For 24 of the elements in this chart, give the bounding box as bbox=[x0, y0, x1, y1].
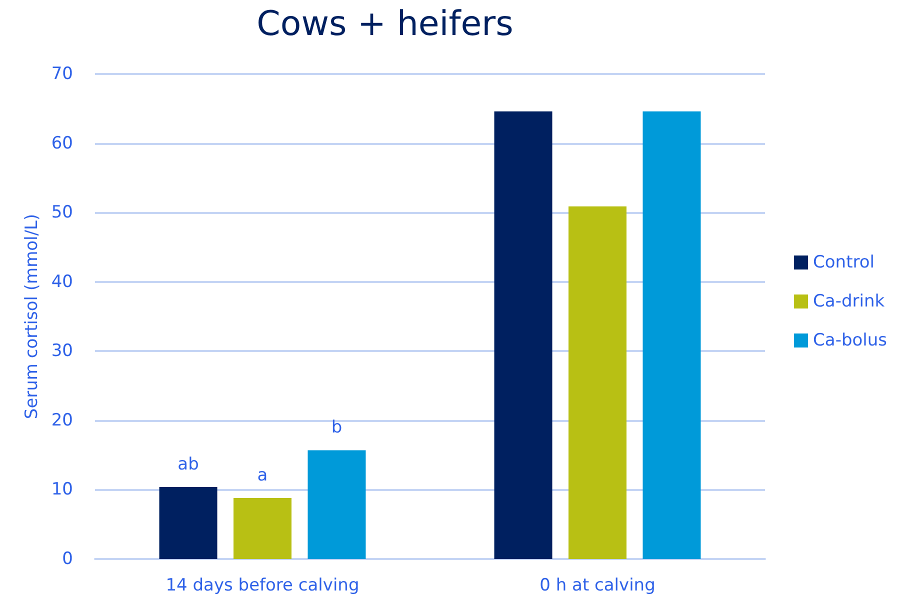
data-label: b bbox=[331, 418, 342, 438]
bar bbox=[642, 111, 701, 559]
y-tick-label: 70 bbox=[51, 64, 73, 84]
x-tick-label: 14 days before calving bbox=[166, 576, 360, 596]
bar bbox=[308, 450, 366, 559]
bar bbox=[494, 111, 552, 559]
y-tick-label: 40 bbox=[51, 272, 73, 292]
x-tick-label: 0 h at calving bbox=[540, 576, 656, 596]
legend-label: Ca-bolus bbox=[813, 330, 888, 350]
chart-title: Cows + heifers bbox=[256, 4, 514, 44]
bar bbox=[234, 498, 292, 559]
bar bbox=[159, 486, 218, 559]
data-label: a bbox=[257, 466, 268, 486]
y-tick-label: 60 bbox=[51, 133, 73, 154]
y-axis-title: Serum cortisol (mmol/L) bbox=[22, 214, 42, 420]
data-label: ab bbox=[178, 454, 199, 474]
y-tick-label: 10 bbox=[51, 480, 73, 500]
y-tick-label: 20 bbox=[51, 410, 73, 430]
bar bbox=[568, 206, 626, 559]
legend-label: Control bbox=[813, 252, 874, 272]
y-tick-label: 0 bbox=[62, 549, 73, 569]
legend-label: Ca-drink bbox=[813, 292, 885, 312]
y-tick-label: 50 bbox=[51, 202, 73, 223]
y-tick-label: 30 bbox=[51, 341, 73, 362]
